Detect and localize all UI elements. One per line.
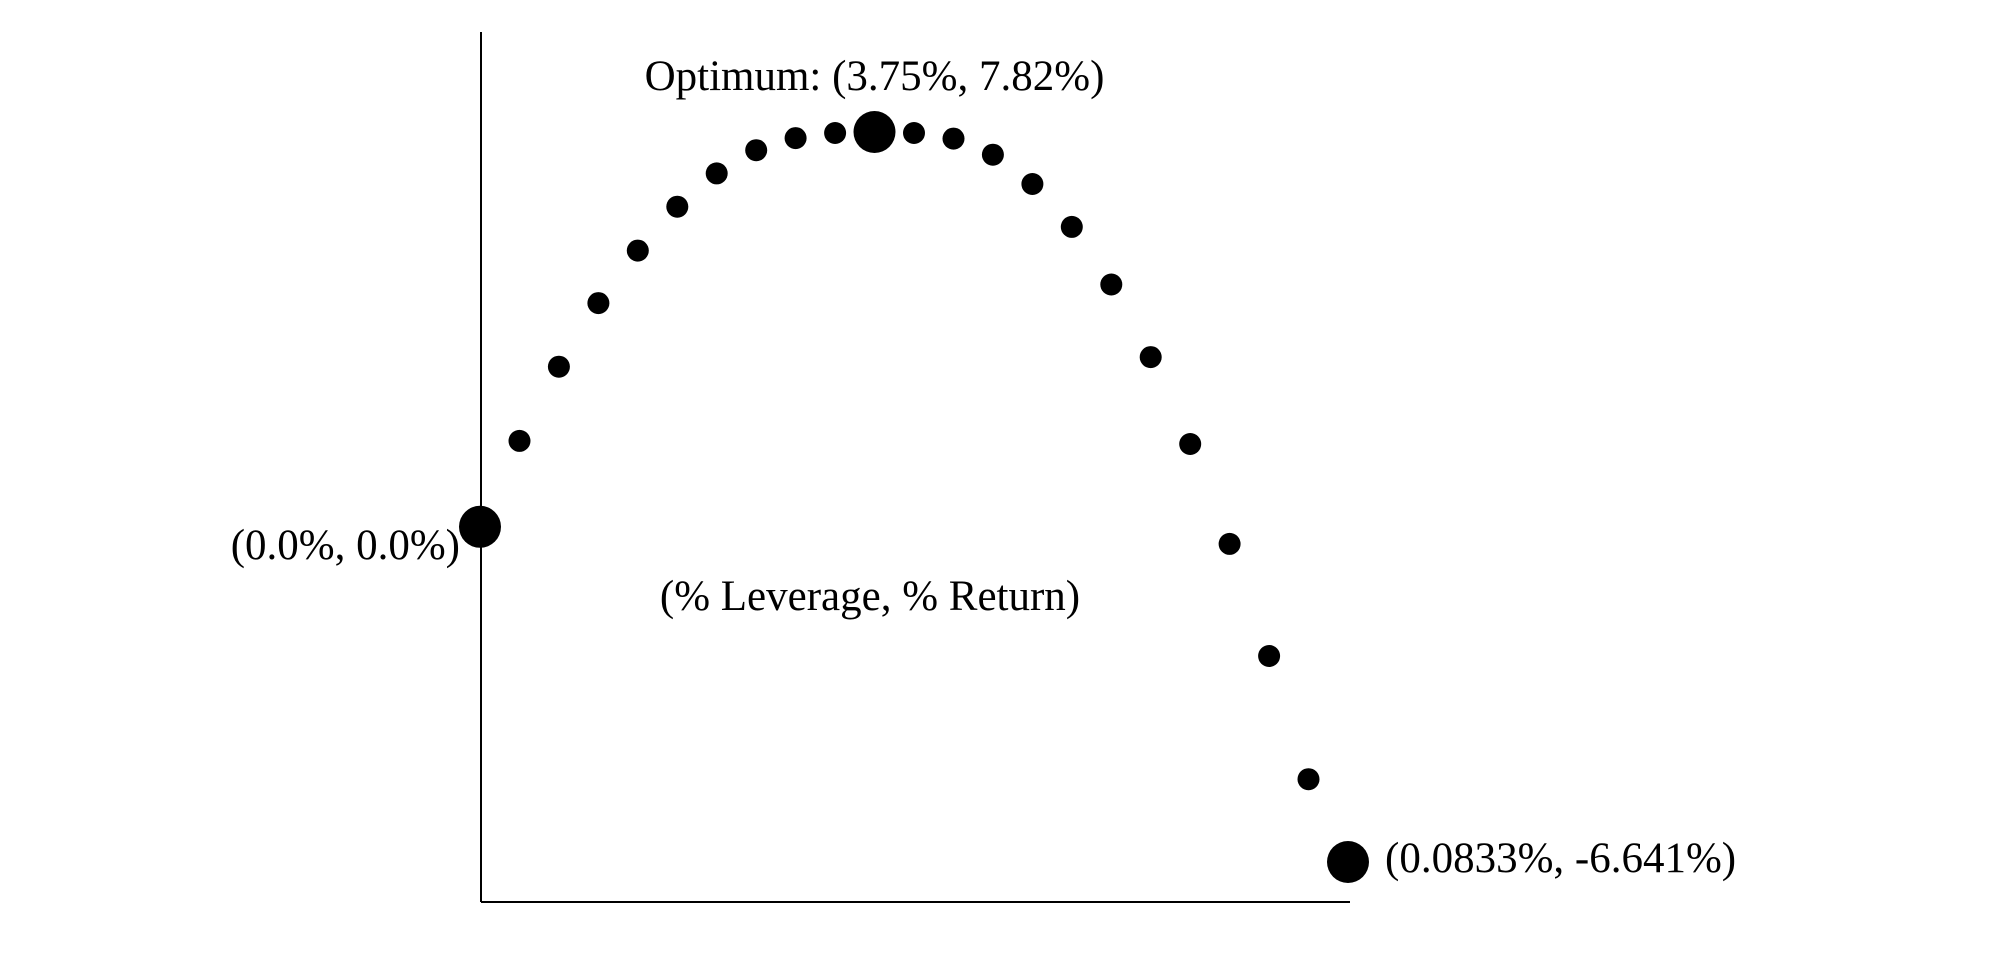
- data-point: [824, 122, 847, 144]
- data-point: [1100, 273, 1123, 296]
- data-point: [1218, 532, 1241, 555]
- data-point: [1139, 346, 1162, 369]
- data-point: [853, 111, 896, 153]
- labels-layer: (% Leverage, % Return) (0.0%, 0.0%) Optim…: [231, 53, 1736, 882]
- data-point: [903, 122, 925, 144]
- data-point: [942, 127, 965, 150]
- data-point: [666, 195, 689, 218]
- data-point: [508, 429, 531, 452]
- point-annotation-label: Optimum: (3.75%, 7.82%): [645, 53, 1105, 100]
- data-point: [626, 239, 649, 262]
- data-point: [1021, 173, 1044, 195]
- data-point: [587, 292, 610, 315]
- data-point: [459, 505, 501, 548]
- data-point: [547, 355, 570, 378]
- data-point: [1258, 645, 1281, 667]
- point-annotation-label: (0.0%, 0.0%): [231, 522, 460, 569]
- data-point: [705, 162, 728, 185]
- points-layer: [459, 111, 1369, 883]
- data-point: [745, 139, 768, 162]
- data-point: [981, 143, 1004, 166]
- point-annotation-label: (0.0833%, -6.641%): [1385, 835, 1736, 882]
- data-point: [784, 127, 807, 150]
- data-point: [1327, 841, 1369, 883]
- data-point: [1179, 433, 1202, 455]
- data-point: [1060, 215, 1083, 238]
- data-point: [1297, 768, 1320, 791]
- center-label: (% Leverage, % Return): [660, 573, 1080, 620]
